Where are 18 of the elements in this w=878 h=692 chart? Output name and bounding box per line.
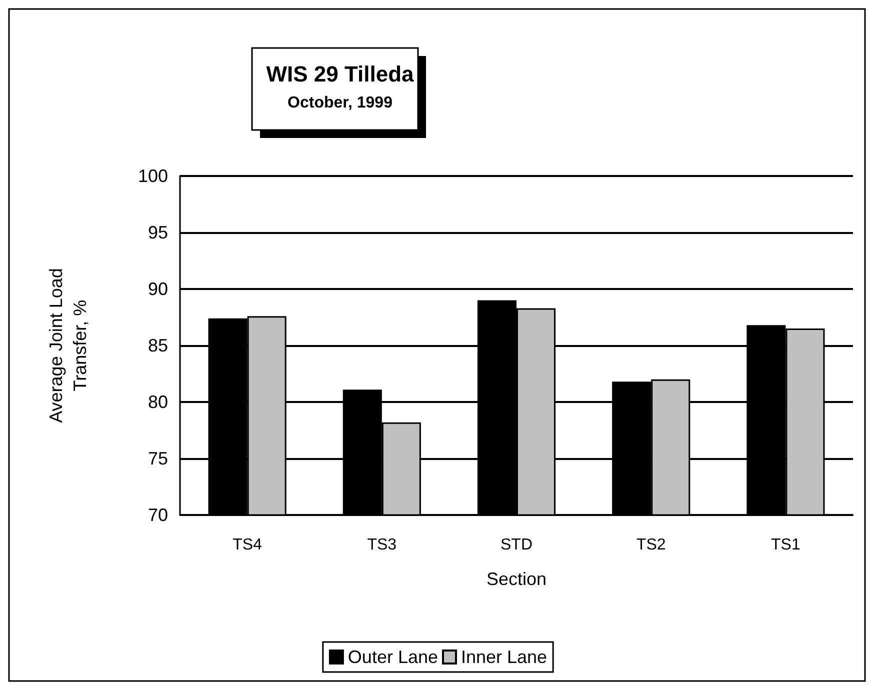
y-tick-label: 90 <box>148 279 168 299</box>
y-tick-label: 95 <box>148 222 168 242</box>
x-tick-label: TS2 <box>636 536 666 554</box>
y-axis-title: Average Joint Load Transfer, % <box>46 268 90 423</box>
chart-title: WIS 29 Tilleda <box>266 62 415 86</box>
x-tick-label: TS1 <box>771 536 800 554</box>
y-tick-label: 70 <box>148 505 168 525</box>
legend-label: Inner Lane <box>460 647 548 667</box>
y-tick-label: 75 <box>148 448 168 468</box>
y-tick-label: 80 <box>148 392 168 412</box>
x-tick-label: STD <box>500 536 532 554</box>
x-tick-label: TS4 <box>232 536 262 554</box>
chart-subtitle: October, 1999 <box>288 94 393 112</box>
y-tick-label: 85 <box>148 336 168 356</box>
x-tick-label: TS3 <box>367 536 397 554</box>
x-axis-title: Section <box>486 569 547 589</box>
y-tick-label: 100 <box>138 166 168 186</box>
legend-label: Outer Lane <box>348 647 438 667</box>
